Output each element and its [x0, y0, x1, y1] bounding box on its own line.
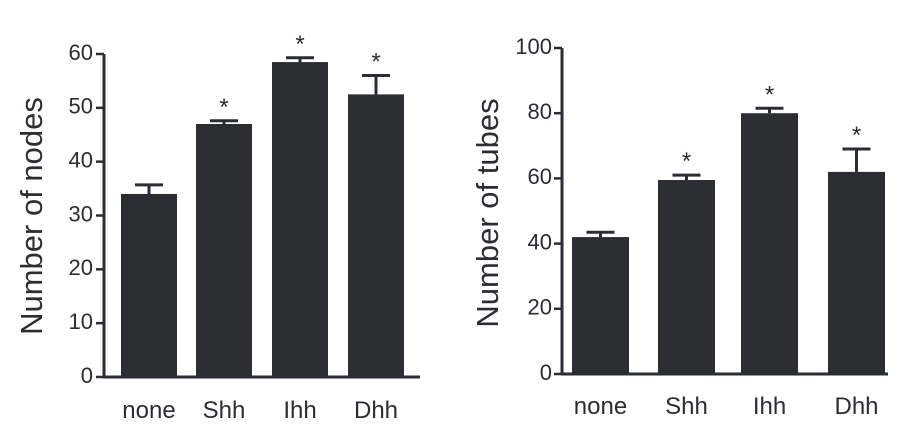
y-tick-label: 40: [528, 229, 552, 254]
y-tick-label: 20: [528, 295, 552, 320]
bar-none: [121, 193, 177, 377]
y-tick-label: 60: [69, 40, 93, 65]
significance-mark: *: [295, 31, 304, 58]
category-label: Shh: [203, 397, 246, 424]
category-label: Ihh: [753, 393, 786, 420]
bar-ihh: [741, 113, 798, 374]
y-tick-label: 10: [69, 309, 93, 334]
chart-nodes: Number of nodes 0 10 20 30 40 50 60 none * Shh * Ih…: [14, 31, 420, 424]
category-label: none: [574, 393, 627, 420]
category-label: Ihh: [283, 397, 316, 424]
y-tick-label: 40: [69, 147, 93, 172]
significance-mark: *: [765, 81, 774, 108]
y-axis-title: Number of tubes: [470, 98, 505, 327]
significance-mark: *: [371, 49, 380, 76]
category-label: Shh: [665, 393, 708, 420]
y-tick-label: 30: [69, 201, 93, 226]
significance-mark: *: [682, 148, 691, 175]
bar-shh: [196, 123, 252, 377]
y-tick-label: 0: [81, 363, 93, 388]
y-tick-label: 20: [69, 255, 93, 280]
y-tick-label: 80: [528, 99, 552, 124]
bar-shh: [658, 180, 715, 374]
bar-none: [572, 237, 629, 374]
y-tick-label: 100: [515, 34, 552, 59]
category-label: Dhh: [834, 393, 878, 420]
significance-mark: *: [219, 94, 228, 121]
bar-dhh: [828, 171, 885, 374]
category-label: Dhh: [354, 397, 398, 424]
y-axis-title: Number of nodes: [14, 97, 49, 335]
bar-ihh: [272, 62, 328, 377]
significance-mark: *: [852, 122, 861, 149]
chart-tubes: Number of tubes 0 20 40 60 80 100 none * Shh * Ihh…: [470, 34, 888, 420]
y-tick-label: 60: [528, 164, 552, 189]
marks-tubes: 0 20 40 60 80 100 none * Shh * Ihh * Dhh: [515, 34, 885, 420]
y-tick-label: 50: [69, 94, 93, 119]
y-tick-label: 0: [540, 360, 552, 385]
bar-dhh: [348, 94, 404, 377]
marks-nodes: 0 10 20 30 40 50 60 none * Shh * Ihh * Dhh: [69, 31, 404, 424]
category-label: none: [122, 397, 175, 424]
